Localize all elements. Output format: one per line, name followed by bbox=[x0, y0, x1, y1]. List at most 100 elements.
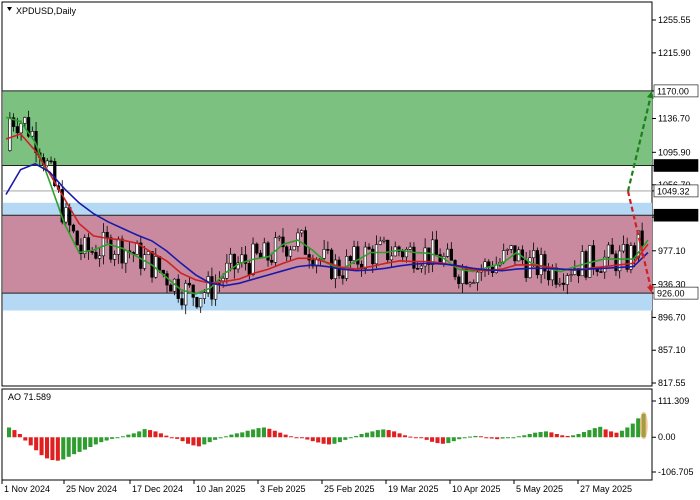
ao-bar bbox=[120, 436, 125, 438]
candle-body bbox=[386, 239, 390, 261]
candle-body bbox=[292, 245, 296, 251]
candle-body bbox=[475, 271, 480, 283]
level-tag-1170-00-box bbox=[653, 84, 699, 98]
projection-arrow-head-0 bbox=[646, 90, 654, 99]
ao-bar bbox=[12, 430, 17, 438]
ao-bar bbox=[364, 432, 370, 438]
ao-bar bbox=[44, 437, 50, 459]
ao-bar bbox=[39, 437, 44, 456]
time-tick-label: 25 Nov 2024 bbox=[66, 484, 117, 494]
ao-bar bbox=[571, 435, 576, 438]
candle-body bbox=[629, 245, 633, 270]
ao-bar bbox=[66, 437, 71, 457]
ao-bar bbox=[77, 437, 82, 452]
candle-body bbox=[558, 282, 562, 285]
candle-body bbox=[98, 255, 102, 259]
candle-body bbox=[591, 245, 596, 270]
ao-bar bbox=[560, 435, 565, 438]
level-tag-1170-00-label: 1170.00 bbox=[657, 86, 689, 96]
candle-body bbox=[460, 269, 465, 284]
candle-body bbox=[303, 230, 308, 255]
ao-bar bbox=[527, 433, 532, 438]
candle-body bbox=[202, 292, 207, 299]
candle-body bbox=[382, 239, 386, 242]
ao-bar bbox=[289, 436, 294, 438]
ao-tick-label: -106.705 bbox=[658, 467, 694, 477]
candle-body bbox=[139, 242, 143, 269]
moving-average-1 bbox=[5, 133, 649, 285]
ao-bar bbox=[451, 437, 456, 442]
candle-body bbox=[49, 160, 53, 163]
candle-body bbox=[187, 282, 192, 286]
candle-body bbox=[371, 248, 375, 265]
ao-bar bbox=[484, 437, 489, 439]
price-tick-label: 857.10 bbox=[658, 345, 686, 355]
ao-bar bbox=[256, 428, 261, 438]
ao-bar bbox=[283, 434, 288, 438]
ao-panel-frame bbox=[1, 388, 653, 481]
ao-bar bbox=[565, 435, 570, 438]
candle-body bbox=[419, 265, 424, 269]
ao-bar bbox=[50, 437, 55, 461]
candle-body bbox=[71, 224, 76, 232]
current-price-tag-box bbox=[653, 184, 699, 198]
candle-body bbox=[401, 251, 405, 258]
ao-bar bbox=[581, 432, 586, 438]
candle-body bbox=[262, 242, 266, 258]
ao-bar bbox=[229, 434, 234, 438]
ao-bar bbox=[413, 437, 418, 439]
candle-body bbox=[195, 297, 199, 308]
ao-bar bbox=[538, 432, 543, 438]
ao-bar bbox=[321, 437, 326, 444]
candle-body bbox=[277, 236, 281, 239]
zone-1 bbox=[3, 202, 652, 216]
candle-body bbox=[505, 249, 510, 251]
ao-tick-label: 111.309 bbox=[658, 396, 689, 406]
candle-body bbox=[539, 254, 543, 276]
ao-bar bbox=[636, 418, 641, 438]
zone-0 bbox=[3, 90, 652, 166]
zone-3 bbox=[3, 293, 652, 311]
candle-body bbox=[389, 255, 394, 261]
price-tick-label: 896.70 bbox=[658, 312, 686, 322]
candle-body bbox=[184, 282, 188, 306]
candle-body bbox=[569, 274, 573, 276]
candle-body bbox=[363, 246, 367, 270]
ao-bar bbox=[408, 436, 413, 438]
candle-body bbox=[333, 259, 337, 279]
ao-bar bbox=[267, 428, 272, 438]
level-tag-1020-00-label: 1020.00 bbox=[657, 211, 690, 221]
price-tick-label: 1095.90 bbox=[658, 147, 691, 157]
ao-bar bbox=[55, 437, 60, 461]
candle-body bbox=[83, 237, 87, 255]
price-tick-label: 1136.70 bbox=[658, 113, 690, 123]
price-tick-label: 1215.90 bbox=[658, 48, 691, 58]
ao-bar bbox=[278, 432, 283, 438]
candle-body bbox=[12, 117, 16, 127]
ao-bar bbox=[251, 429, 256, 438]
candle-body bbox=[266, 242, 270, 261]
ao-bar bbox=[110, 437, 115, 439]
ao-bar bbox=[185, 437, 191, 444]
ao-bar bbox=[153, 431, 158, 438]
ao-bar bbox=[473, 435, 478, 438]
ao-bar bbox=[576, 433, 581, 438]
ao-bar bbox=[381, 429, 386, 438]
time-tick-label: 19 Mar 2025 bbox=[388, 484, 439, 494]
ao-bar bbox=[511, 437, 516, 439]
candle-body bbox=[532, 250, 536, 259]
time-tick-label: 10 Jan 2025 bbox=[196, 484, 246, 494]
ao-bar bbox=[522, 435, 527, 438]
ao-bar bbox=[294, 437, 299, 439]
candle-body bbox=[367, 246, 371, 250]
ao-highlight bbox=[639, 411, 648, 440]
ao-bar bbox=[104, 437, 109, 441]
candle-body bbox=[247, 263, 251, 275]
candle-body bbox=[109, 237, 113, 260]
ao-bar bbox=[213, 437, 218, 440]
ao-bar bbox=[446, 437, 451, 444]
candle-body bbox=[640, 230, 644, 247]
ao-bar bbox=[207, 437, 212, 443]
ao-bar bbox=[23, 437, 28, 441]
